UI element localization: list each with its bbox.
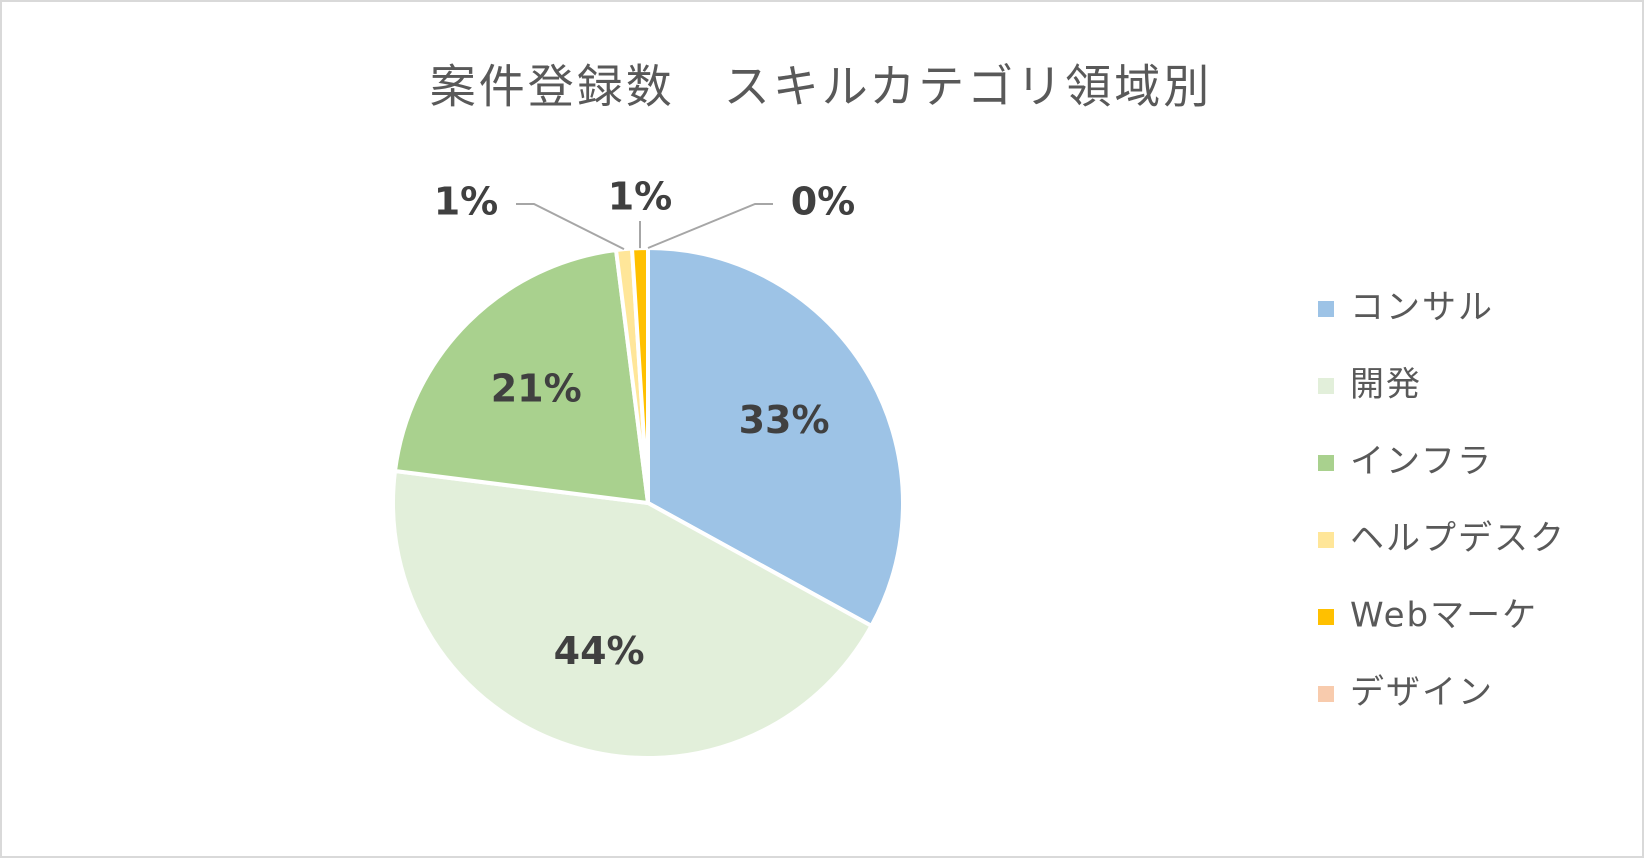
legend-label: 開発 (1350, 365, 1422, 405)
leader-line (516, 203, 625, 251)
chart-title: 案件登録数 スキルカテゴリ領域別 (430, 60, 1213, 114)
legend-label: インフラ (1350, 442, 1493, 482)
legend-swatch (1318, 686, 1334, 702)
legend-swatch (1318, 378, 1334, 394)
pie-slice (391, 469, 874, 760)
legend-swatch (1318, 532, 1334, 548)
legend-swatch (1318, 301, 1334, 317)
data-label: 1% (608, 175, 673, 219)
legend-swatch (1318, 455, 1334, 471)
legend-label: デザイン (1350, 673, 1494, 713)
legend-label: Webマーケ (1350, 596, 1538, 636)
leader-line (647, 203, 773, 249)
data-label: 33% (739, 398, 830, 442)
data-label: 0% (791, 180, 856, 224)
pie-slice (646, 246, 905, 628)
pie-slice (393, 248, 650, 505)
legend-swatch (1318, 609, 1334, 625)
legend-label: ヘルプデスク (1350, 519, 1566, 559)
legend-label: コンサル (1350, 288, 1494, 328)
data-label: 44% (554, 629, 645, 673)
data-label: 1% (434, 180, 499, 224)
data-label: 21% (491, 367, 582, 411)
